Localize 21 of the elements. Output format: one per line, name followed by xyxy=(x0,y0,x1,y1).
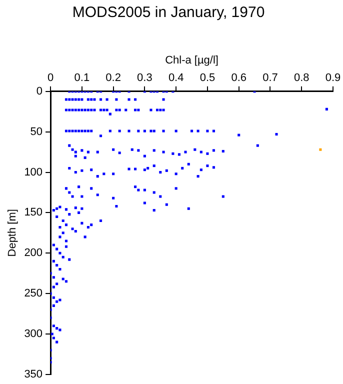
y-axis-title: Depth [m] xyxy=(6,209,19,257)
x-tick-label: 0 xyxy=(47,72,54,84)
y-tick-label: 350 xyxy=(24,368,43,380)
x-tick-label: 0.6 xyxy=(231,72,246,84)
chart-title: MODS2005 in January, 1970 xyxy=(72,4,265,22)
x-tick-label: 0.5 xyxy=(200,72,216,84)
y-tick-label: 50 xyxy=(30,126,43,138)
x-tick-label: 0.3 xyxy=(137,72,152,84)
y-tick-label: 150 xyxy=(24,206,43,219)
x-tick-label: 0.9 xyxy=(325,72,341,84)
y-tick-label: 0 xyxy=(36,85,43,98)
y-tick-label: 100 xyxy=(24,166,43,178)
y-tick-label: 200 xyxy=(24,247,43,260)
y-tick-label: 300 xyxy=(24,328,43,340)
x-tick-label: 0.8 xyxy=(294,72,310,84)
y-tick-label: 250 xyxy=(24,288,43,300)
x-axis-title: Chl-a [µg/l] xyxy=(165,54,218,67)
x-tick-label: 0.1 xyxy=(74,72,90,84)
x-tick-label: 0.2 xyxy=(106,72,121,84)
x-tick-label: 0.7 xyxy=(262,72,278,84)
x-tick-label: 0.4 xyxy=(168,72,184,84)
